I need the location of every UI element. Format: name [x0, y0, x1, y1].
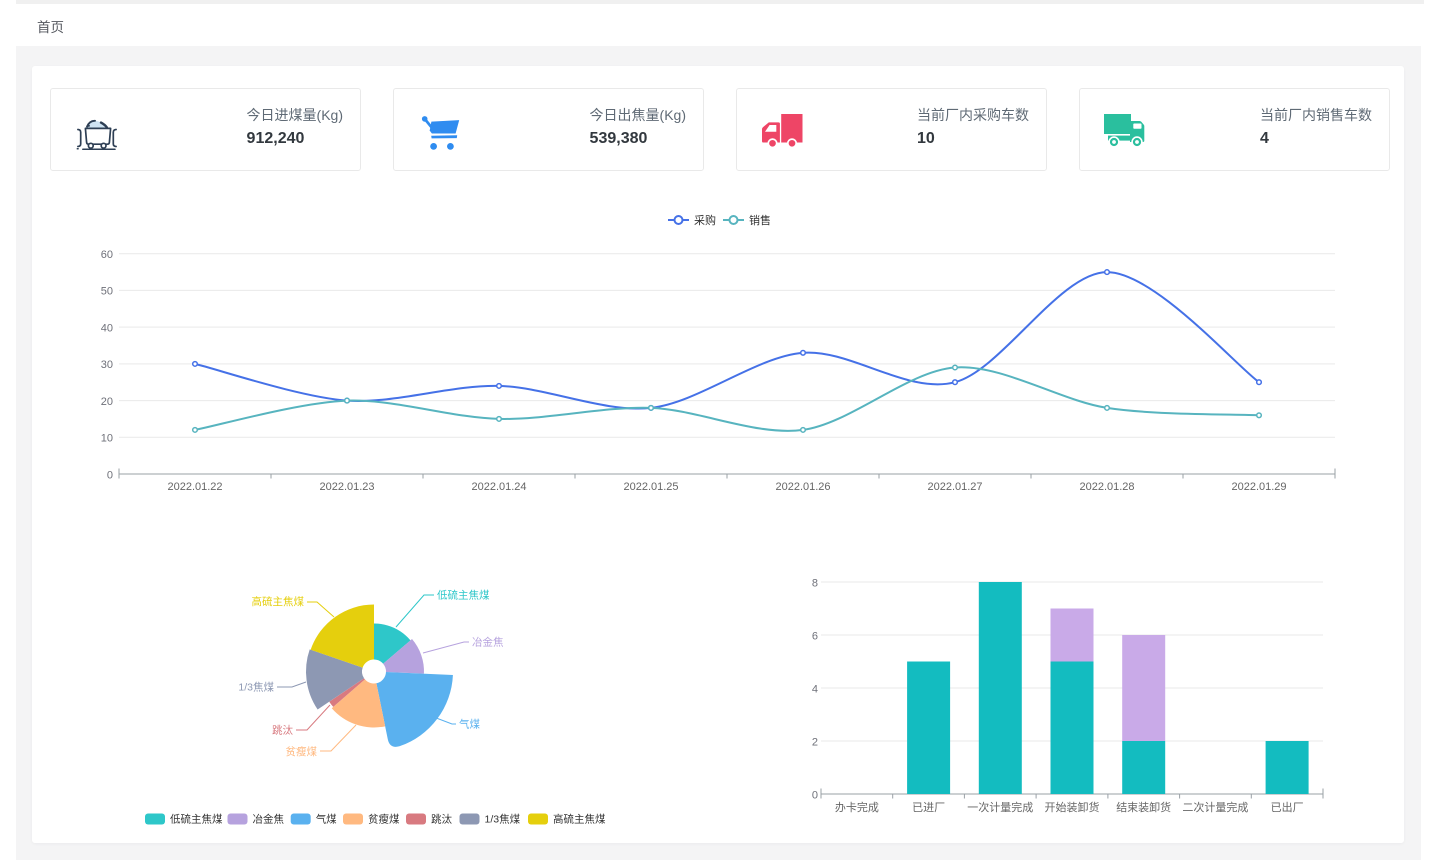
svg-text:8: 8: [812, 577, 818, 589]
svg-text:贫瘦煤: 贫瘦煤: [368, 813, 400, 826]
svg-text:30: 30: [101, 359, 113, 371]
svg-text:2022.01.29: 2022.01.29: [1231, 481, 1286, 493]
svg-text:0: 0: [812, 789, 818, 801]
svg-text:二次计量完成: 二次计量完成: [1182, 800, 1248, 814]
svg-text:50: 50: [101, 286, 113, 298]
svg-text:60: 60: [101, 249, 113, 261]
svg-text:2022.01.26: 2022.01.26: [775, 481, 830, 493]
svg-text:40: 40: [101, 322, 113, 334]
svg-text:2022.01.24: 2022.01.24: [471, 481, 526, 493]
svg-text:采购: 采购: [694, 213, 716, 227]
svg-text:1/3焦煤: 1/3焦煤: [238, 681, 274, 694]
svg-text:冶金焦: 冶金焦: [472, 636, 504, 649]
svg-text:结束装卸货: 结束装卸货: [1116, 800, 1171, 814]
svg-text:跳汰: 跳汰: [272, 724, 293, 737]
svg-text:0: 0: [107, 469, 113, 481]
svg-text:2022.01.23: 2022.01.23: [319, 481, 374, 493]
svg-text:20: 20: [101, 396, 113, 408]
svg-text:1/3焦煤: 1/3焦煤: [485, 813, 521, 826]
svg-text:贫瘦煤: 贫瘦煤: [286, 745, 318, 758]
svg-text:已进厂: 已进厂: [912, 801, 945, 814]
svg-text:一次计量完成: 一次计量完成: [967, 800, 1033, 814]
svg-text:2022.01.25: 2022.01.25: [623, 481, 678, 493]
svg-text:低硫主焦煤: 低硫主焦煤: [437, 589, 490, 602]
svg-text:跳汰: 跳汰: [431, 813, 452, 826]
svg-text:10: 10: [101, 433, 113, 445]
svg-text:2022.01.22: 2022.01.22: [167, 481, 222, 493]
svg-text:开始装卸货: 开始装卸货: [1045, 800, 1100, 814]
svg-text:气煤: 气煤: [459, 718, 480, 731]
svg-text:销售: 销售: [749, 213, 771, 227]
svg-text:4: 4: [812, 683, 818, 695]
svg-text:2022.01.28: 2022.01.28: [1079, 481, 1134, 493]
svg-text:办卡完成: 办卡完成: [835, 800, 879, 814]
svg-text:2022.01.27: 2022.01.27: [927, 481, 982, 493]
svg-text:冶金焦: 冶金焦: [253, 813, 285, 826]
svg-text:2: 2: [812, 736, 818, 748]
svg-text:已出厂: 已出厂: [1271, 800, 1304, 814]
svg-text:气煤: 气煤: [316, 813, 337, 826]
svg-text:6: 6: [812, 630, 818, 642]
svg-text:高硫主焦煤: 高硫主焦煤: [553, 813, 606, 826]
svg-text:高硫主焦煤: 高硫主焦煤: [252, 595, 305, 608]
svg-text:低硫主焦煤: 低硫主焦煤: [170, 813, 223, 826]
